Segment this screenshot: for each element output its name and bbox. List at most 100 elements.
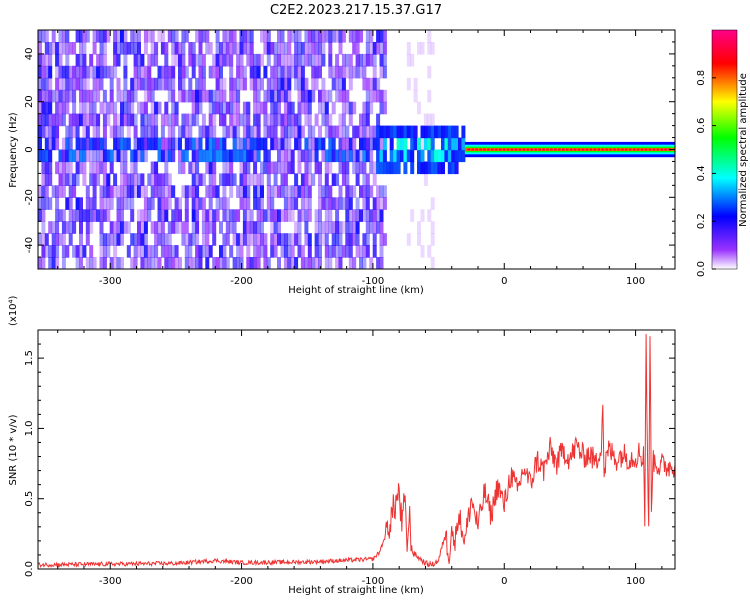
heatmap-cell: [253, 113, 258, 127]
heatmap-cell: [140, 257, 145, 269]
heatmap-cell: [195, 101, 200, 115]
heatmap-cell: [58, 30, 63, 43]
heatmap-cell: [318, 65, 322, 79]
heatmap-cell: [215, 77, 220, 91]
heatmap-cell: [253, 65, 258, 79]
heatmap-cell: [137, 149, 141, 163]
heatmap-cell: [454, 161, 459, 175]
heatmap-cell: [44, 173, 49, 186]
heatmap-cell: [44, 77, 49, 91]
heatmap-cell: [75, 197, 80, 210]
heatmap-cell: [263, 42, 268, 55]
heatmap-cell: [348, 197, 353, 210]
heatmap-cell: [58, 53, 63, 67]
heatmap-cell: [198, 257, 203, 269]
heatmap-cell: [290, 257, 295, 269]
heatmap-cell: [283, 101, 288, 115]
heatmap-cell: [348, 185, 353, 198]
heatmap-cell: [331, 221, 336, 234]
heatmap-cell: [318, 101, 322, 115]
heatmap-cell: [147, 125, 152, 139]
heatmap-cell: [82, 30, 87, 43]
heatmap-cell: [130, 30, 135, 43]
heatmap-cell: [51, 42, 56, 55]
heatmap-cell: [447, 125, 452, 139]
heatmap-cell: [48, 221, 53, 234]
heatmap-cell: [38, 233, 42, 246]
heatmap-cell: [359, 209, 363, 222]
heatmap-cell: [75, 161, 80, 175]
heatmap-cell: [212, 209, 217, 222]
heatmap-cell: [362, 53, 367, 67]
heatmap-cell: [352, 125, 357, 139]
heatmap-cell: [212, 233, 217, 246]
heatmap-cell: [92, 65, 97, 79]
heatmap-cell: [321, 77, 326, 91]
heatmap-cell: [365, 77, 370, 91]
heatmap-cell: [365, 185, 370, 198]
heatmap-cell: [72, 209, 77, 222]
heatmap-cell: [150, 245, 155, 258]
heatmap-cell: [348, 209, 353, 222]
heatmap-cell: [270, 221, 275, 234]
heatmap-cell: [55, 77, 60, 91]
heatmap-cell: [331, 65, 336, 79]
heatmap-cell: [137, 233, 141, 246]
heatmap-cell: [85, 149, 90, 163]
heatmap-cell: [92, 113, 97, 127]
heatmap-cell: [273, 89, 278, 103]
heatmap-cell: [430, 221, 435, 234]
heatmap-cell: [270, 113, 275, 127]
heatmap-cell: [372, 245, 377, 258]
heatmap-cell: [253, 173, 258, 186]
heatmap-cell: [41, 113, 46, 127]
heatmap-cell: [154, 185, 159, 198]
heatmap-cell: [154, 77, 159, 91]
heatmap-cell: [184, 65, 189, 79]
heatmap-cell: [222, 77, 227, 91]
heatmap-cell: [318, 197, 322, 210]
x-tick-label: -300: [99, 576, 122, 587]
heatmap-cell: [376, 89, 381, 103]
heatmap-cell: [379, 221, 384, 234]
heatmap-cell: [263, 245, 268, 258]
carrier-peak: [648, 148, 652, 151]
heatmap-cell: [270, 197, 275, 210]
heatmap-cell: [246, 209, 251, 222]
heatmap-cell: [410, 137, 415, 151]
heatmap-cell: [178, 77, 182, 91]
heatmap-cell: [236, 185, 241, 198]
heatmap-cell: [171, 125, 176, 139]
heatmap-cell: [273, 161, 278, 175]
heatmap-cell: [413, 137, 418, 151]
x-tick-label: -100: [362, 576, 385, 587]
heatmap-cell: [61, 245, 66, 258]
heatmap-cell: [222, 233, 227, 246]
heatmap-cell: [109, 197, 114, 210]
heatmap-cell: [270, 77, 275, 91]
heatmap-cell: [225, 221, 230, 234]
heatmap-cell: [406, 149, 411, 163]
heatmap-cell: [140, 233, 145, 246]
heatmap-cell: [123, 30, 128, 43]
heatmap-cell: [260, 101, 264, 115]
heatmap-cell: [441, 137, 445, 151]
heatmap-cell: [314, 245, 319, 258]
heatmap-cell: [174, 42, 179, 55]
heatmap-cell: [58, 89, 63, 103]
heatmap-cell: [324, 221, 329, 234]
heatmap-cell: [195, 209, 200, 222]
heatmap-cell: [369, 185, 374, 198]
heatmap-cell: [365, 173, 370, 186]
heatmap-cell: [61, 209, 66, 222]
heatmap-cell: [345, 149, 350, 163]
heatmap-cell: [79, 89, 83, 103]
heatmap-cell: [157, 65, 162, 79]
heatmap-cell: [420, 161, 425, 175]
heatmap-cell: [38, 137, 42, 151]
heatmap-cell: [79, 53, 83, 67]
heatmap-cell: [48, 173, 53, 186]
heatmap-cell: [51, 233, 56, 246]
heatmap-cell: [331, 149, 336, 163]
heatmap-cell: [362, 125, 367, 139]
